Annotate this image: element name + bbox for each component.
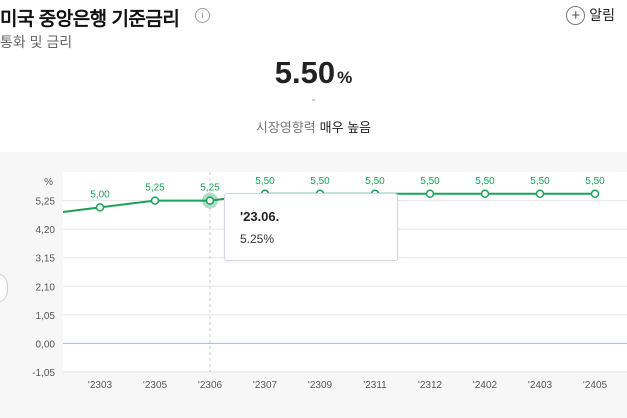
data-point [425,189,435,199]
y-tick-label: 1,05 [36,311,56,322]
chart-tooltip: '23.06. 5.25% [224,193,398,261]
data-label: 5,50 [585,176,605,187]
data-label: 5,25 [200,183,220,194]
data-point [150,196,160,205]
y-tick-label: 4,20 [36,225,56,236]
data-point [205,196,215,205]
tooltip-value: 5.25% [240,232,275,246]
data-point [480,189,490,199]
change-indicator: - [311,92,316,106]
data-label: 5,50 [475,176,495,187]
x-tick-label: '2402 [473,380,498,391]
category-subtitle: 통화 및 금리 [0,34,73,50]
data-label: 5,50 [255,176,275,187]
tooltip-date: '23.06. [240,209,280,224]
x-tick-label: '2305 [143,380,168,391]
data-label: 5,25 [145,183,165,194]
current-rate: 5.50% [0,55,627,91]
impact-value: 매우 높음 [319,120,372,135]
info-icon[interactable]: i [195,8,210,23]
data-label: 5,50 [530,176,550,187]
y-tick-label: 0,00 [36,339,56,350]
data-point [95,203,105,212]
y-tick-label: 5,25 [36,197,56,208]
x-tick-label: '2303 [88,380,113,391]
data-point [590,189,600,199]
plus-icon: + [566,5,586,25]
page-title: 미국 중앙은행 기준금리 [0,9,180,30]
x-tick-label: '2312 [418,380,443,391]
alert-button[interactable]: + 알림 [566,5,615,25]
market-impact: 시장영향력 매우 높음 [0,117,627,136]
impact-label: 시장영향력 [255,120,316,135]
x-tick-label: '2405 [583,380,608,391]
x-tick-label: '2403 [528,380,553,391]
data-label: 5,00 [90,189,110,200]
x-tick-label: '2306 [198,380,223,391]
y-tick-label: 2,10 [36,282,56,293]
y-tick-label: 3,15 [36,254,56,265]
y-tick-label: -1,05 [32,368,55,379]
rate-unit: % [337,68,353,87]
data-label: 5,50 [420,176,440,187]
data-label: 5,50 [310,176,330,187]
data-label: 5,50 [365,176,385,187]
x-tick-label: '2309 [308,380,333,391]
y-axis-unit-label: % [44,177,53,188]
data-point [535,189,545,199]
alert-label: 알림 [589,7,615,23]
x-tick-label: '2307 [253,380,278,391]
x-tick-label: '2311 [363,380,387,391]
rate-value: 5.50 [274,55,336,90]
